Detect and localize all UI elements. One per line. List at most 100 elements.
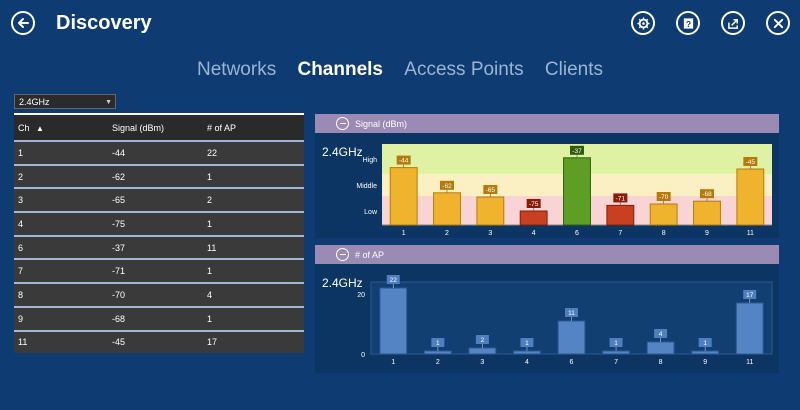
help-button[interactable]: ? <box>676 11 700 35</box>
signal-x-tick: 3 <box>488 230 492 237</box>
cell-ch: 3 <box>18 195 24 206</box>
column-header-ap[interactable]: # of AP <box>207 122 237 133</box>
cell-signal: -62 <box>112 171 126 182</box>
signal-data-label-bg <box>440 180 454 190</box>
ap-x-tick: 3 <box>480 359 484 366</box>
ap-x-tick: 4 <box>525 359 529 366</box>
signal-x-tick: 8 <box>662 230 666 237</box>
cell-ch: 6 <box>18 242 24 253</box>
ap-data-label: 1 <box>614 340 618 347</box>
ap-data-label-bg <box>386 275 400 284</box>
signal-bar <box>563 157 591 226</box>
ap-data-label: 1 <box>436 340 440 347</box>
tab-networks[interactable]: Networks <box>197 59 277 80</box>
ap-data-label-bg <box>475 335 489 344</box>
table-row[interactable]: 6 -37 11 <box>14 234 304 259</box>
collapse-icon[interactable] <box>336 248 349 261</box>
chevron-down-icon: ▼ <box>105 99 112 106</box>
column-header-signal[interactable]: Signal (dBm) <box>112 122 165 133</box>
table-row[interactable]: 2 -62 1 <box>14 163 304 188</box>
signal-bar <box>649 203 678 226</box>
cell-ap: 1 <box>207 171 213 182</box>
cell-ap: 1 <box>207 218 213 229</box>
ap-bar <box>646 341 675 355</box>
signal-data-label: -45 <box>746 159 756 166</box>
ap-bar <box>602 350 630 355</box>
cell-signal: -44 <box>112 147 126 158</box>
tab-channels[interactable]: Channels <box>297 59 384 80</box>
table-row[interactable]: 4 -75 1 <box>14 211 304 235</box>
cell-ch: 11 <box>18 337 28 348</box>
signal-bar <box>606 204 635 226</box>
tab-access-points[interactable]: Access Points <box>404 59 524 80</box>
ap-y-tick: 0 <box>361 352 365 359</box>
cell-signal: -37 <box>112 242 126 253</box>
share-button[interactable] <box>721 11 745 35</box>
ap-bar <box>557 320 586 355</box>
signal-data-label-bg <box>743 157 758 166</box>
ap-x-tick: 2 <box>436 359 440 366</box>
tab-clients[interactable]: Clients <box>544 59 603 80</box>
toolbar: ? <box>610 11 790 35</box>
signal-x-tick: 6 <box>575 230 579 237</box>
back-button[interactable] <box>11 11 35 35</box>
cell-ap: 17 <box>207 337 218 348</box>
ap-data-label-bg <box>431 338 445 347</box>
ap-bar <box>423 350 452 355</box>
signal-bar <box>433 192 461 226</box>
ap-x-tick: 8 <box>659 359 663 366</box>
ap-x-tick: 9 <box>703 359 707 366</box>
table-row[interactable]: 7 -71 1 <box>14 258 304 283</box>
ap-data-label-bg <box>654 329 668 338</box>
cell-ap: 4 <box>207 289 213 300</box>
ap-data-label-bg <box>743 290 757 299</box>
gear-icon <box>636 16 650 30</box>
settings-button[interactable] <box>631 11 655 35</box>
band-select-value: 2.4GHz <box>19 97 50 107</box>
signal-panel-title: Signal (dBm) <box>355 118 408 129</box>
ap-bar <box>691 350 720 355</box>
column-header-ch[interactable]: Ch ▲ <box>18 122 44 133</box>
signal-x-tick: 11 <box>747 230 754 237</box>
signal-data-label-bg <box>700 189 714 199</box>
close-button[interactable] <box>766 11 790 35</box>
tab-bar: Networks Channels Access Points Clients <box>0 59 800 81</box>
cell-signal: -75 <box>112 218 126 229</box>
ap-y-tick: 20 <box>357 292 365 299</box>
cell-ap: 1 <box>207 313 213 324</box>
cell-signal: -71 <box>112 266 126 277</box>
ap-band-label: 2.4GHz <box>322 276 363 290</box>
ap-data-label: 2 <box>481 337 485 344</box>
table-row[interactable]: 11 -45 17 <box>14 329 304 354</box>
ap-panel-header: # of AP <box>315 245 779 264</box>
ap-data-label: 11 <box>568 310 575 317</box>
signal-data-label-bg <box>570 145 584 155</box>
table-row[interactable]: 3 -65 2 <box>14 187 304 212</box>
signal-bar <box>476 196 505 226</box>
ap-bar <box>468 347 497 355</box>
signal-data-label: -70 <box>659 194 669 201</box>
signal-x-tick: 2 <box>445 230 449 237</box>
ap-x-tick: 7 <box>614 359 618 366</box>
table-row[interactable]: 1 -44 22 <box>14 140 304 164</box>
band-select[interactable]: 2.4GHz ▼ <box>14 94 116 109</box>
table-header: Ch ▲ Signal (dBm) # of AP <box>14 113 304 140</box>
ap-bar <box>379 287 408 355</box>
cell-signal: -45 <box>112 337 126 348</box>
cell-ch: 8 <box>18 289 24 300</box>
sort-asc-icon: ▲ <box>36 123 44 133</box>
cell-ap: 11 <box>207 242 217 253</box>
cell-ch: 2 <box>18 171 24 182</box>
table-row[interactable]: 9 -68 1 <box>14 305 304 330</box>
signal-data-label-bg <box>656 192 671 201</box>
ap-x-tick: 1 <box>391 359 395 366</box>
cell-ap: 2 <box>207 195 213 206</box>
table-row[interactable]: 8 -70 4 <box>14 282 304 306</box>
collapse-icon[interactable] <box>336 117 349 130</box>
signal-x-tick: 7 <box>618 230 622 237</box>
arrow-left-icon <box>18 18 29 28</box>
signal-band-label: 2.4GHz <box>322 145 363 159</box>
cell-ch: 1 <box>18 147 24 158</box>
signal-panel: 2.4GHz High Middle Low -44 1 -62 2 -65 3 -75 4 -37 6… <box>315 133 779 238</box>
app-title: Discovery <box>56 12 152 34</box>
